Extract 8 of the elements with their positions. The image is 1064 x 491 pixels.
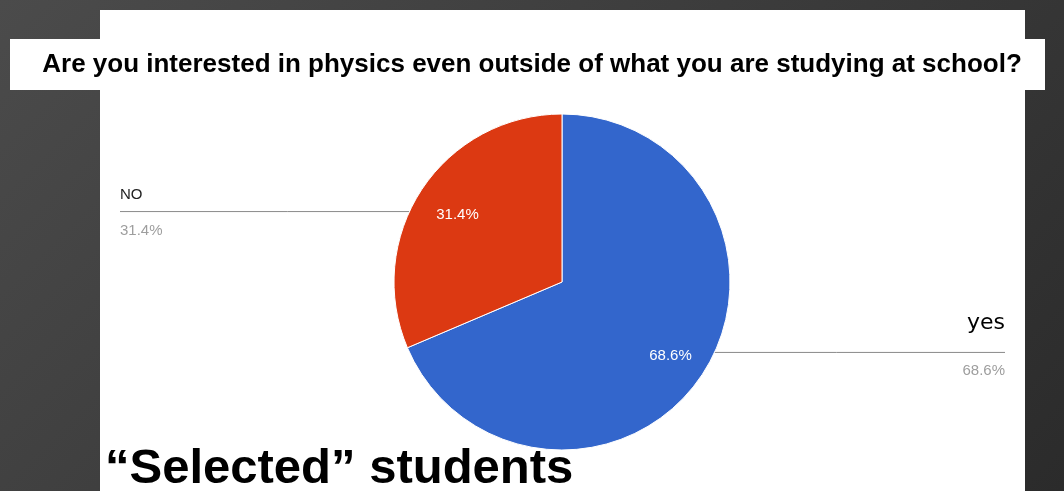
slice-label: NO	[120, 185, 143, 203]
data-label: 68.6%	[962, 360, 1005, 378]
text: 31.4%	[436, 205, 479, 223]
chart-title: Are you interested in physics even outside of what you are studying at school?	[42, 48, 1022, 78]
text: “Selected” students	[105, 438, 574, 491]
slice-label: yes	[966, 308, 1005, 334]
data-label: 31.4%	[120, 221, 163, 239]
text: 68.6%	[649, 345, 692, 363]
